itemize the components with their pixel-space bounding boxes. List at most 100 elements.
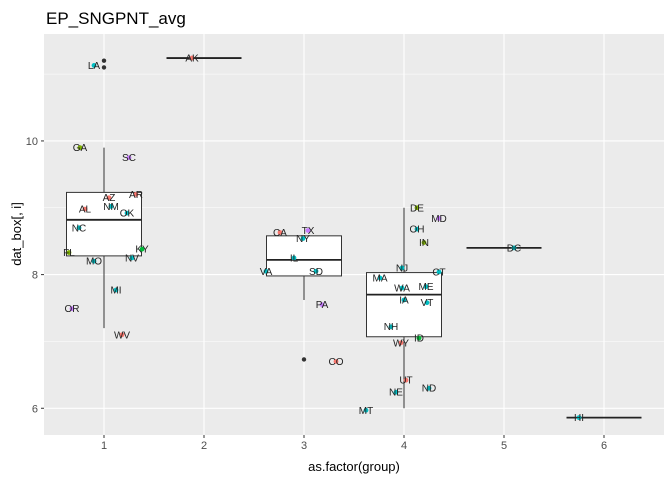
box-group	[66, 57, 642, 419]
y-tick-label: 8	[32, 270, 38, 282]
point-label: AL	[79, 205, 92, 216]
data-point	[426, 385, 432, 391]
plot-panel	[44, 34, 664, 435]
x-tick-label: 2	[201, 440, 207, 452]
data-point	[393, 389, 399, 395]
point-label: MI	[110, 285, 121, 296]
box-iqr	[266, 235, 342, 277]
data-point	[333, 359, 339, 364]
point-label: WV	[114, 330, 130, 341]
data-point	[401, 297, 407, 303]
x-tick-label: 1	[101, 440, 107, 452]
point-label: SC	[122, 153, 136, 164]
data-point	[124, 210, 130, 216]
data-point	[511, 245, 517, 251]
point-label: OH	[410, 225, 425, 236]
data-point	[291, 255, 297, 261]
x-tick-label: 6	[601, 440, 607, 452]
data-point	[189, 55, 195, 61]
x-tick-label: 3	[301, 440, 307, 452]
chart-title: EP_SNGPNT_avg	[46, 9, 186, 28]
point-label: UT	[399, 376, 412, 387]
data-point	[133, 192, 139, 197]
point-label: MD	[431, 214, 447, 225]
point-label: DC	[507, 243, 521, 254]
point-label: TX	[302, 226, 315, 237]
point-label: OR	[65, 304, 80, 315]
data-point	[423, 284, 429, 290]
data-point	[436, 216, 442, 221]
point-label: FL	[63, 248, 75, 259]
outlier-point	[101, 58, 107, 63]
point-label: LA	[88, 61, 101, 72]
data-point	[398, 340, 404, 346]
y-axis-ticks: 6 8 10	[26, 136, 44, 415]
point-label: ND	[422, 384, 436, 395]
point-label: NV	[125, 253, 139, 264]
data-point	[263, 268, 269, 274]
data-point	[91, 258, 97, 264]
data-point	[436, 269, 442, 275]
point-label: AK	[185, 54, 199, 65]
data-point	[377, 275, 383, 281]
point-label: NC	[72, 223, 86, 234]
data-point	[416, 335, 422, 341]
data-point	[91, 63, 97, 68]
data-point	[399, 285, 405, 291]
data-point	[108, 204, 114, 209]
data-point	[82, 206, 88, 212]
point-label: CA	[273, 228, 287, 239]
point-label: MO	[86, 257, 102, 268]
data-point	[363, 407, 369, 413]
outlier-point	[301, 357, 307, 362]
point-label: AR	[129, 190, 143, 201]
x-tick-label: 4	[401, 440, 407, 452]
point-label: NY	[296, 234, 310, 245]
data-point	[126, 155, 132, 161]
point-label: WA	[394, 283, 410, 294]
data-point	[277, 230, 283, 235]
data-point	[576, 415, 582, 421]
point-label: VT	[421, 298, 434, 309]
data-point	[77, 145, 83, 151]
data-point	[129, 255, 135, 261]
point-label: IN	[419, 238, 429, 249]
point-label: OK	[120, 209, 135, 220]
point-label: WY	[393, 338, 409, 349]
x-tick-label: 5	[501, 440, 507, 452]
point-label: NE	[389, 388, 403, 399]
data-point	[69, 306, 75, 312]
point-label: PA	[316, 300, 329, 311]
box-iqr	[66, 191, 142, 257]
point-label: VA	[260, 267, 273, 278]
minor-gridlines	[44, 73, 664, 342]
point-label: DE	[410, 203, 424, 214]
data-point	[319, 302, 325, 308]
data-point	[313, 268, 319, 274]
point-label: KY	[135, 245, 149, 256]
data-point	[76, 225, 82, 231]
point-label: HI	[574, 413, 584, 424]
point-label: CT	[432, 267, 445, 278]
data-point	[66, 250, 72, 255]
point-label: NM	[103, 202, 119, 213]
x-axis-ticks: 1 2 3 4 5 6	[101, 435, 607, 452]
point-label: ID	[414, 334, 424, 345]
data-point	[119, 332, 125, 338]
y-axis-title: dat_box[, i]	[9, 202, 24, 266]
data-point	[424, 300, 430, 306]
data-point	[305, 228, 311, 233]
point-label: IL	[290, 253, 299, 264]
data-point	[139, 246, 145, 252]
point-label: SD	[309, 267, 323, 278]
point-label: NJ	[396, 263, 408, 274]
point-label: NH	[384, 322, 398, 333]
data-point	[403, 377, 409, 383]
y-tick-label: 10	[26, 136, 38, 148]
data-point	[106, 195, 112, 201]
point-label: AZ	[103, 193, 116, 204]
box-iqr	[366, 272, 442, 338]
point-label: MT	[359, 406, 373, 417]
